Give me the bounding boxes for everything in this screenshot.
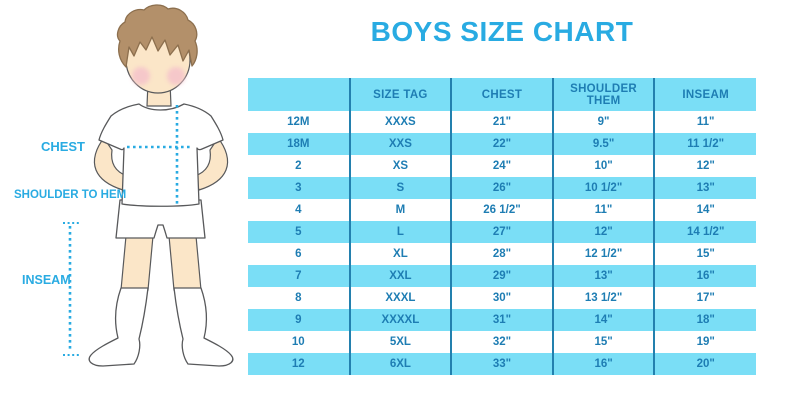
table-row: 3 S 26" 10 1/2" 13": [248, 177, 756, 199]
boy-cheek-right: [167, 67, 185, 85]
measurement-cell: 13 1/2": [551, 287, 655, 309]
table-row: 12M XXXS 21" 9" 11": [248, 111, 756, 133]
measurement-cell: 12": [551, 221, 655, 243]
measurement-cell: 10 1/2": [551, 177, 655, 199]
measurement-cell: 26 1/2": [450, 199, 553, 221]
boy-arm-left: [93, 136, 128, 191]
measurement-cell: 31": [450, 309, 553, 331]
measurement-cell: 11 1/2": [653, 133, 756, 155]
age-size-cell: 12M: [248, 111, 350, 133]
table-row: 4 M 26 1/2" 11" 14": [248, 199, 756, 221]
measurement-cell: M: [348, 199, 452, 221]
table-row: 7 XXL 29" 13" 16": [248, 265, 756, 287]
measurement-cell: 11": [653, 111, 756, 133]
age-size-cell: 12: [248, 353, 350, 375]
header-cell-inseam: INSEAM: [653, 78, 756, 111]
measurement-cell: 10": [551, 155, 655, 177]
measurement-cell: 28": [450, 243, 553, 265]
boy-sock-left: [88, 287, 149, 367]
table-row: 6 XL 28" 12 1/2" 15": [248, 243, 756, 265]
table-row: 8 XXXL 30" 13 1/2" 17": [248, 287, 756, 309]
boy-shorts: [115, 199, 206, 239]
header-row: SIZE TAG CHEST SHOULDER THEM INSEAM: [248, 78, 756, 111]
measurement-cell: 9": [551, 111, 655, 133]
age-size-cell: 8: [248, 287, 350, 309]
measurement-cell: XXXL: [348, 287, 452, 309]
measurement-cell: S: [348, 177, 452, 199]
measurement-cell: 26": [450, 177, 553, 199]
measurement-cell: 11": [551, 199, 655, 221]
measurement-cell: 16": [653, 265, 756, 287]
measurement-cell: 21": [450, 111, 553, 133]
measurement-cell: 13": [653, 177, 756, 199]
measurement-cell: 22": [450, 133, 553, 155]
table-row: 18M XXS 22" 9.5" 11 1/2": [248, 133, 756, 155]
measurement-cell: 27": [450, 221, 553, 243]
measurement-cell: 19": [653, 331, 756, 353]
age-size-cell: 5: [248, 221, 350, 243]
boy-arm-right: [194, 136, 229, 191]
header-cell-size: [248, 78, 350, 111]
measurement-cell: 33": [450, 353, 553, 375]
age-size-cell: 7: [248, 265, 350, 287]
measurement-cell: XXXS: [348, 111, 452, 133]
measurement-cell: 12": [653, 155, 756, 177]
boy-illustration: CHEST SHOULDER TO HEM INSEAM: [14, 4, 234, 367]
page-title: BOYS SIZE CHART: [370, 16, 634, 47]
age-size-cell: 3: [248, 177, 350, 199]
inseam-label: INSEAM: [22, 273, 71, 287]
age-size-cell: 4: [248, 199, 350, 221]
measurement-cell: 15": [653, 243, 756, 265]
measurement-cell: 16": [551, 353, 655, 375]
chest-label: CHEST: [41, 139, 85, 154]
measurement-cell: 14 1/2": [653, 221, 756, 243]
measurement-cell: XL: [348, 243, 452, 265]
measurement-cell: XS: [348, 155, 452, 177]
measurement-cell: 17": [653, 287, 756, 309]
measurement-cell: 14": [551, 309, 655, 331]
boy-sock-right: [173, 287, 234, 367]
measurement-cell: L: [348, 221, 452, 243]
measurement-cell: XXXXL: [348, 309, 452, 331]
header-cell-chest: CHEST: [450, 78, 553, 111]
table-row: 5 L 27" 12" 14 1/2": [248, 221, 756, 243]
measurement-cell: 15": [551, 331, 655, 353]
measurement-cell: XXS: [348, 133, 452, 155]
table-row: 9 XXXXL 31" 14" 18": [248, 309, 756, 331]
measurement-cell: 18": [653, 309, 756, 331]
age-size-cell: 6: [248, 243, 350, 265]
measurement-cell: 30": [450, 287, 553, 309]
measurement-cell: XXL: [348, 265, 452, 287]
measurement-cell: 13": [551, 265, 655, 287]
boy-hair: [116, 4, 198, 68]
measurement-cell: 12 1/2": [551, 243, 655, 265]
size-table: SIZE TAG CHEST SHOULDER THEM INSEAM 12M X…: [248, 78, 756, 375]
age-size-cell: 2: [248, 155, 350, 177]
age-size-cell: 18M: [248, 133, 350, 155]
measurement-cell: 14": [653, 199, 756, 221]
boy-shirt: [98, 103, 224, 207]
shoulder-to-hem-label: SHOULDER TO HEM: [14, 189, 126, 201]
age-size-cell: 9: [248, 309, 350, 331]
table-row: 12 6XL 33" 16" 20": [248, 353, 756, 375]
boy-cheek-left: [132, 67, 150, 85]
boy-leg-left: [120, 235, 154, 291]
measurement-cell: 29": [450, 265, 553, 287]
table-row: 10 5XL 32" 15" 19": [248, 331, 756, 353]
measurement-cell: 9.5": [551, 133, 655, 155]
size-table-header: SIZE TAG CHEST SHOULDER THEM INSEAM: [248, 78, 756, 111]
measurement-cell: 20": [653, 353, 756, 375]
table-row: 2 XS 24" 10" 12": [248, 155, 756, 177]
measurement-cell: 5XL: [348, 331, 452, 353]
boy-leg-right: [168, 235, 202, 291]
header-cell-size-tag: SIZE TAG: [348, 78, 452, 111]
size-table-body: 12M XXXS 21" 9" 11" 18M XXS 22" 9.5" 11 1/2" 2 XS 24…: [248, 111, 756, 375]
measurement-cell: 32": [450, 331, 553, 353]
age-size-cell: 10: [248, 331, 350, 353]
measurement-cell: 24": [450, 155, 553, 177]
header-cell-shoulder: SHOULDER THEM: [551, 78, 655, 111]
measurement-cell: 6XL: [348, 353, 452, 375]
